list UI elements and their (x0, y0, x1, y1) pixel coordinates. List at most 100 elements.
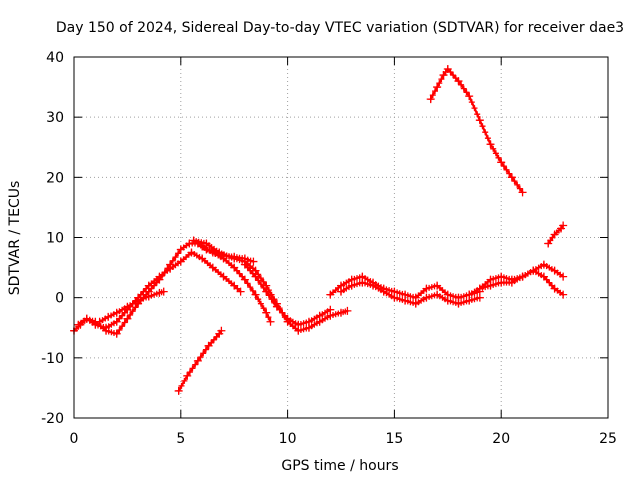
data-point (251, 290, 260, 299)
series-track-6 (198, 242, 275, 326)
data-point (219, 254, 228, 263)
series-track-7 (240, 260, 335, 329)
data-point (134, 296, 143, 305)
data-point (507, 173, 516, 182)
data-point (337, 287, 345, 296)
data-point (539, 260, 548, 269)
data-point (550, 230, 559, 239)
data-point (112, 329, 121, 338)
data-point (507, 278, 516, 287)
data-point (219, 272, 228, 281)
data-point (426, 95, 435, 104)
data-point (230, 263, 239, 272)
data-point (422, 293, 431, 302)
data-point (240, 260, 249, 269)
data-point (465, 92, 474, 101)
data-point (544, 239, 553, 248)
data-point (475, 116, 484, 125)
series-layer (70, 65, 568, 395)
data-point (189, 236, 198, 245)
data-point (559, 221, 568, 230)
data-point (91, 320, 100, 329)
data-point (123, 314, 132, 323)
data-point (176, 257, 185, 266)
x-tick-label: 15 (385, 431, 403, 447)
data-point (230, 254, 239, 263)
data-point (198, 254, 207, 263)
axis-ticks: -20 -10 0 10 20 30 40 0 5 10 15 20 25 (41, 50, 617, 447)
series-track-12 (465, 266, 568, 299)
x-tick-label: 25 (599, 431, 617, 447)
data-point (486, 281, 495, 290)
x-tick-label: 10 (279, 431, 297, 447)
data-point (123, 302, 132, 311)
data-point (144, 281, 153, 290)
data-point (337, 308, 345, 317)
data-point (443, 65, 452, 74)
series-track-3 (95, 287, 168, 326)
data-point (433, 281, 442, 290)
data-point (283, 314, 292, 323)
data-point (112, 308, 121, 317)
y-tick-label: 10 (46, 231, 64, 247)
data-point (174, 386, 183, 395)
data-point (294, 320, 303, 329)
x-axis-label: GPS time / hours (281, 458, 398, 474)
data-point (497, 158, 506, 167)
data-point (315, 311, 324, 320)
data-point (326, 290, 335, 299)
data-point (251, 272, 260, 281)
y-tick-label: 20 (46, 170, 64, 186)
data-point (95, 317, 104, 326)
data-point (193, 356, 202, 365)
data-point (475, 284, 484, 293)
series-track-4 (174, 326, 226, 395)
data-point (262, 287, 271, 296)
data-point (185, 239, 194, 248)
data-point (187, 248, 196, 257)
data-point (155, 288, 164, 297)
data-point (454, 77, 463, 86)
data-point (112, 317, 121, 326)
data-point (159, 287, 168, 296)
data-point (433, 83, 442, 92)
data-point (433, 290, 442, 299)
data-point (369, 281, 378, 290)
data-point (443, 296, 452, 305)
data-point (272, 302, 281, 311)
data-point (183, 371, 192, 380)
data-point (379, 287, 388, 296)
data-point (347, 281, 356, 290)
grid (74, 57, 608, 418)
data-point (104, 312, 113, 321)
x-tick-label: 0 (70, 431, 79, 447)
y-tick-label: 30 (46, 110, 64, 126)
data-point (176, 245, 185, 254)
data-point (204, 341, 213, 350)
y-axis-label: SDTVAR / TECUs (7, 181, 23, 296)
data-point (249, 257, 258, 266)
series-markers (427, 66, 523, 192)
data-point (208, 248, 217, 257)
data-point (82, 314, 91, 323)
data-point (486, 140, 495, 149)
data-point (240, 275, 249, 284)
data-point (411, 299, 420, 308)
data-point (439, 71, 448, 80)
series-track-13 (544, 221, 568, 248)
series-track-10 (426, 65, 527, 197)
data-point (208, 263, 217, 272)
data-point (497, 278, 506, 287)
data-point (102, 323, 111, 332)
chart-title: Day 150 of 2024, Sidereal Day-to-day VTE… (56, 20, 624, 36)
data-point (202, 239, 211, 248)
data-point (358, 278, 367, 287)
data-point (266, 317, 275, 326)
data-point (217, 326, 226, 335)
data-point (236, 287, 245, 296)
y-tick-label: -10 (41, 351, 64, 367)
data-point (550, 284, 559, 293)
y-tick-label: 0 (55, 291, 64, 307)
data-point (390, 293, 399, 302)
